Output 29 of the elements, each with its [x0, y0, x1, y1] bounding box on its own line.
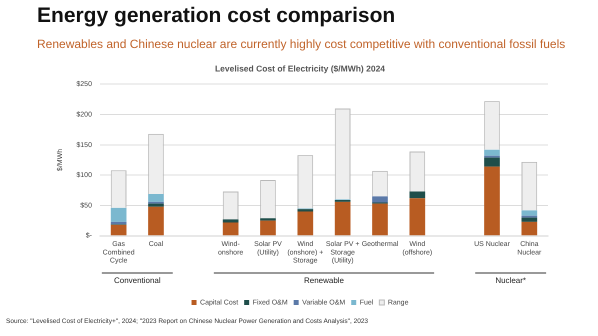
bar	[297, 212, 314, 236]
bar	[484, 150, 500, 156]
bar	[148, 206, 164, 236]
bar	[110, 222, 126, 224]
bar	[222, 219, 238, 222]
chart-title: Energy generation cost comparison	[37, 4, 396, 28]
bar	[409, 198, 426, 236]
bar	[110, 224, 126, 236]
bar	[260, 220, 276, 236]
bar	[409, 192, 426, 198]
bar	[222, 222, 238, 236]
bar	[297, 209, 314, 212]
bar	[372, 196, 388, 202]
bar	[521, 222, 538, 236]
text: Conventional	[114, 276, 161, 286]
bar	[484, 166, 500, 236]
bar	[148, 194, 164, 202]
bar	[372, 204, 388, 236]
text: Levelised Cost of Electricity ($/MWh) 2024	[214, 63, 386, 74]
bar	[521, 210, 538, 216]
text: Nuclear*	[495, 276, 526, 286]
bar	[521, 218, 538, 222]
bar	[334, 202, 350, 236]
bar	[110, 208, 126, 222]
bar	[484, 158, 500, 167]
bar	[148, 204, 164, 207]
text: Renewable	[304, 276, 345, 286]
chart-subtitle: Renewables and Chinese nuclear are currently highly cost competitive with conventional fossil fuels	[37, 37, 566, 51]
bar	[260, 218, 276, 221]
